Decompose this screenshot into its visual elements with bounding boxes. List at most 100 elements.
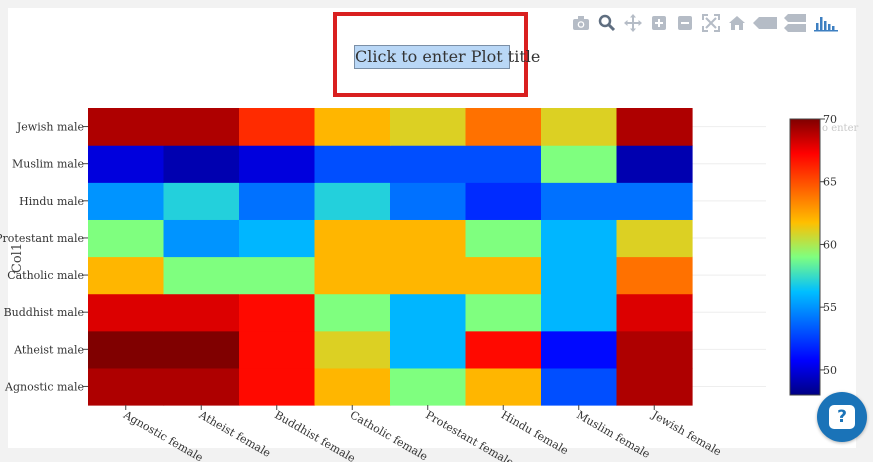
y-tick-label: Muslim male xyxy=(12,158,84,171)
y-tick-label: Hindu male xyxy=(19,195,84,208)
colorbar-title[interactable]: o enter xyxy=(822,123,858,134)
heatmap-cell[interactable] xyxy=(616,108,693,146)
y-tick-label: Agnostic male xyxy=(4,380,84,393)
heatmap-cell[interactable] xyxy=(541,256,618,295)
y-tick-label: Protestant male xyxy=(0,232,84,245)
heatmap-cell[interactable] xyxy=(314,256,391,295)
heatmap-cell[interactable] xyxy=(390,293,467,332)
heatmap-cell[interactable] xyxy=(465,367,542,406)
heatmap-cell[interactable] xyxy=(88,293,165,332)
y-tick-label: Jewish male xyxy=(16,121,84,134)
heatmap-cell[interactable] xyxy=(541,293,618,332)
heatmap-cell[interactable] xyxy=(541,330,618,369)
plot-title[interactable]: Click to enter Plot title xyxy=(354,45,540,69)
heatmap-cell[interactable] xyxy=(239,145,316,183)
heatmap-cell[interactable] xyxy=(88,367,165,406)
heatmap-cell[interactable] xyxy=(314,367,391,406)
y-tick-label: Catholic male xyxy=(7,269,84,282)
heatmap-cell[interactable] xyxy=(314,145,391,183)
heatmap-cell[interactable] xyxy=(163,108,240,146)
zoom-in-icon[interactable] xyxy=(648,12,670,34)
heatmap-cell[interactable] xyxy=(88,145,165,183)
heatmap-cell[interactable] xyxy=(163,145,240,183)
x-tick-label: Jewish female xyxy=(649,408,724,459)
heatmap-cell[interactable] xyxy=(88,219,165,258)
compare-hover-icon[interactable] xyxy=(782,12,808,34)
plotly-logo-icon[interactable] xyxy=(812,12,842,34)
heatmap-cell[interactable] xyxy=(541,182,618,220)
heatmap-cell[interactable] xyxy=(616,219,693,258)
heatmap-cell[interactable] xyxy=(541,108,618,146)
heatmap-cell[interactable] xyxy=(314,293,391,332)
heatmap-cell[interactable] xyxy=(239,182,316,220)
y-axis-ticks: Agnostic male Atheist male Buddhist male Ca… xyxy=(0,121,88,393)
heatmap-cell[interactable] xyxy=(239,330,316,369)
heatmap-cell[interactable] xyxy=(88,330,165,369)
heatmap-cell[interactable] xyxy=(616,182,693,220)
colorbar-tick-label: 65 xyxy=(823,176,837,189)
x-tick-label: Agnostic female xyxy=(120,408,205,462)
colorbar xyxy=(789,118,821,396)
help-icon: ? xyxy=(829,405,855,429)
heatmap-cell[interactable] xyxy=(465,182,542,220)
x-tick-label: Catholic female xyxy=(348,408,430,462)
heatmap-cell[interactable] xyxy=(465,330,542,369)
heatmap-cell[interactable] xyxy=(314,219,391,258)
help-button[interactable]: ? xyxy=(817,392,867,442)
heatmap-cell[interactable] xyxy=(239,219,316,258)
spike-lines-icon[interactable] xyxy=(752,12,778,34)
heatmap-cell[interactable] xyxy=(239,293,316,332)
heatmap-cell[interactable] xyxy=(541,219,618,258)
heatmap-cell[interactable] xyxy=(616,145,693,183)
heatmap-cell[interactable] xyxy=(163,367,240,406)
heatmap-cell[interactable] xyxy=(465,108,542,146)
heatmap-cell[interactable] xyxy=(390,256,467,295)
heatmap-cell[interactable] xyxy=(390,145,467,183)
colorbar-tick-label: 60 xyxy=(823,238,837,251)
heatmap-cell[interactable] xyxy=(239,367,316,406)
heatmap-cell[interactable] xyxy=(239,108,316,146)
x-tick-label: Hindu female xyxy=(499,408,571,457)
camera-icon[interactable] xyxy=(570,12,592,34)
home-icon[interactable] xyxy=(726,12,748,34)
modebar xyxy=(570,12,846,34)
heatmap-cell[interactable] xyxy=(616,330,693,369)
heatmap-cell[interactable] xyxy=(163,330,240,369)
heatmap-cell[interactable] xyxy=(541,145,618,183)
heatmap-cell[interactable] xyxy=(239,256,316,295)
heatmap-cell[interactable] xyxy=(390,108,467,146)
heatmap-cell[interactable] xyxy=(390,182,467,220)
heatmap-cell[interactable] xyxy=(314,108,391,146)
heatmap-cell[interactable] xyxy=(616,367,693,406)
heatmap-cell[interactable] xyxy=(88,182,165,220)
heatmap-cell[interactable] xyxy=(163,182,240,220)
heatmap-cell[interactable] xyxy=(163,293,240,332)
heatmap-cell[interactable] xyxy=(163,256,240,295)
zoom-icon[interactable] xyxy=(596,12,618,34)
autoscale-icon[interactable] xyxy=(700,12,722,34)
heatmap-cell[interactable] xyxy=(465,219,542,258)
heatmap-cell[interactable] xyxy=(163,219,240,258)
heatmap-cell[interactable] xyxy=(390,219,467,258)
heatmap-cell[interactable] xyxy=(465,256,542,295)
heatmap-cell[interactable] xyxy=(616,256,693,295)
heatmap-cell[interactable] xyxy=(465,293,542,332)
heatmap-cell[interactable] xyxy=(390,367,467,406)
heatmap-cell[interactable] xyxy=(616,293,693,332)
gridlines xyxy=(692,126,766,387)
y-tick-label: Atheist male xyxy=(13,343,84,356)
colorbar-tick-label: 50 xyxy=(823,364,837,377)
y-axis-title[interactable]: Col1 xyxy=(10,243,25,273)
heatmap-cell[interactable] xyxy=(314,330,391,369)
x-tick-label: Buddhist female xyxy=(272,408,357,462)
heatmap-cell[interactable] xyxy=(314,182,391,220)
heatmap-cell[interactable] xyxy=(541,367,618,406)
heatmap-cell[interactable] xyxy=(88,256,165,295)
heatmap-cell[interactable] xyxy=(390,330,467,369)
zoom-out-icon[interactable] xyxy=(674,12,696,34)
pan-icon[interactable] xyxy=(622,12,644,34)
heatmap-cell[interactable] xyxy=(465,145,542,183)
heatmap-cell[interactable] xyxy=(88,108,165,146)
